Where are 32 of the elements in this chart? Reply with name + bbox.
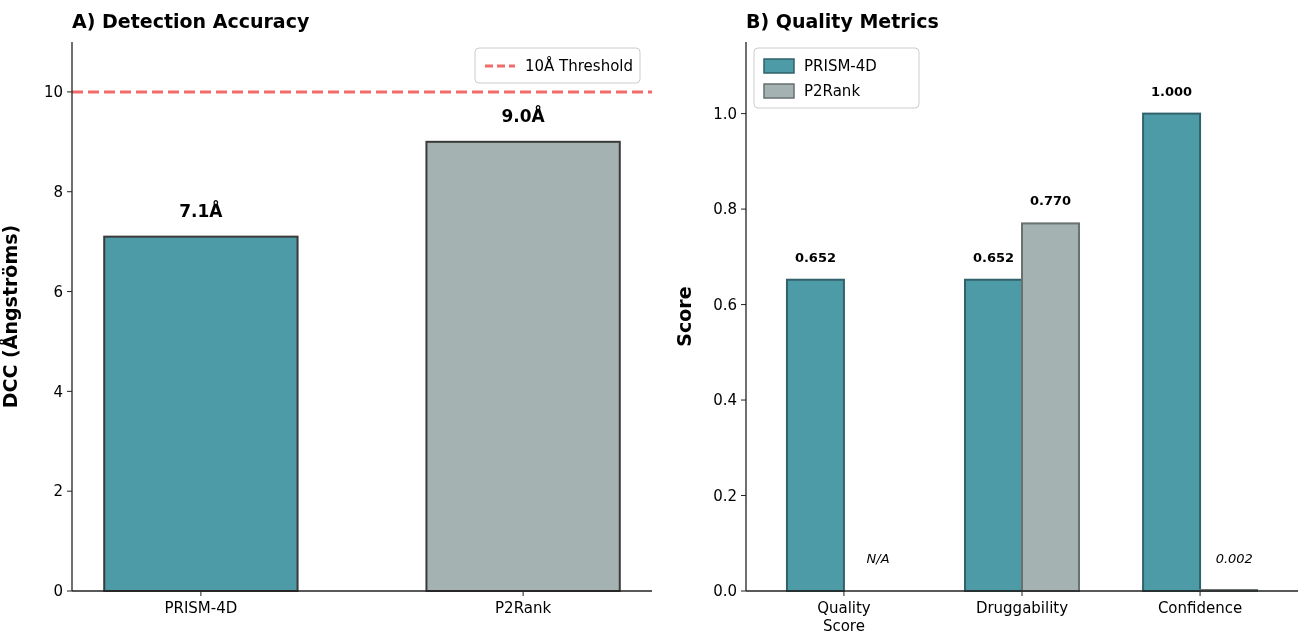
data-label: 9.0Å	[501, 103, 546, 126]
y-tick-label: 0.2	[713, 486, 737, 505]
y-tick-label: 0	[53, 582, 63, 601]
y-tick-label: 10	[43, 83, 63, 102]
legend-label: P2Rank	[804, 82, 861, 101]
chart-title: B) Quality Metrics	[746, 10, 939, 32]
x-tick-label: Confidence	[1157, 599, 1243, 617]
data-label: 0.652	[794, 249, 837, 265]
data-label: 1.000	[1151, 83, 1193, 99]
x-tick-label: Quality Score	[817, 599, 871, 635]
y-tick-label: 0.0	[713, 582, 737, 601]
y-axis-title: Score	[673, 286, 695, 347]
y-tick-label: 1.0	[713, 104, 737, 123]
x-tick-label: PRISM-4D	[164, 599, 238, 617]
y-tick-label: 2	[53, 482, 63, 501]
y-tick-label: 6	[53, 282, 63, 301]
data-label: 0.770	[1029, 193, 1072, 209]
legend-label: PRISM-4D	[804, 57, 877, 76]
x-tick-label: P2Rank	[495, 599, 552, 617]
data-label: 7.1Å	[179, 198, 224, 221]
y-tick-label: 8	[53, 182, 63, 201]
x-tick-label: Druggability	[975, 599, 1069, 617]
data-label: 0.652	[972, 249, 1015, 265]
y-tick-label: 0.6	[713, 295, 737, 314]
text: N/A	[866, 551, 890, 566]
y-tick-label: 4	[53, 382, 63, 401]
legend-label: 10Å Threshold	[525, 56, 634, 76]
y-tick-label: 0.4	[713, 391, 737, 410]
y-axis-title: DCC (Ångströms)	[0, 224, 21, 409]
chart-title: A) Detection Accuracy	[72, 10, 310, 32]
y-tick-label: 0.8	[713, 200, 737, 219]
data-label: 0.002	[1215, 551, 1253, 566]
